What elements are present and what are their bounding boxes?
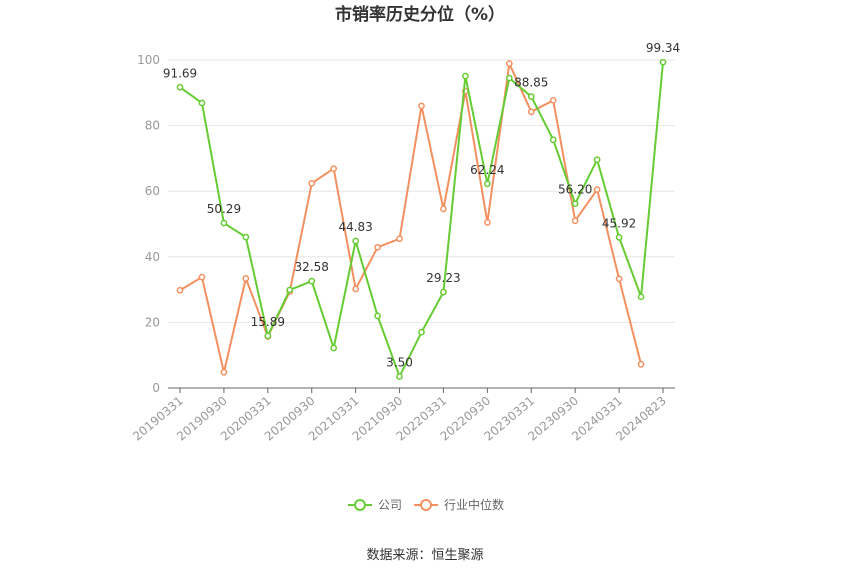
series-point-1 — [242, 275, 250, 282]
series-point-1 — [571, 217, 579, 225]
series-point-0 — [549, 136, 557, 144]
y-tick-label: 80 — [145, 119, 160, 133]
series-point-1 — [505, 60, 513, 67]
series-point-1 — [308, 179, 316, 187]
series-point-0 — [308, 277, 316, 285]
series-line-1 — [179, 60, 643, 373]
series-point-0 — [527, 93, 535, 100]
y-tick-label: 60 — [145, 184, 160, 198]
series-point-1 — [637, 361, 645, 368]
series-point-0 — [220, 219, 228, 227]
data-label: 15.89 — [251, 315, 285, 329]
legend-label[interactable]: 行业中位数 — [444, 497, 504, 512]
data-label: 3.50 — [386, 356, 413, 370]
series-point-0 — [396, 373, 403, 380]
series-point-0 — [462, 72, 469, 80]
y-tick-label: 40 — [145, 250, 160, 264]
series-point-1 — [527, 108, 535, 116]
series-point-0 — [637, 293, 645, 301]
data-labels: 91.69 50.29 15.89 32.58 44.83 3.50 29.23 62.24 8… — [163, 41, 680, 369]
y-tick-label: 20 — [145, 315, 160, 329]
series-point-0 — [352, 237, 359, 245]
legend: 公司 行业中位数 — [348, 497, 504, 512]
series-point-0 — [264, 332, 272, 340]
data-label: 56.20 — [558, 183, 592, 197]
chart-title: 市销率历史分位（%） — [335, 4, 505, 25]
series-point-0 — [505, 74, 513, 82]
series-point-0 — [615, 234, 623, 241]
series-layer — [176, 58, 667, 380]
series-point-0 — [440, 288, 447, 296]
series-point-0 — [484, 180, 491, 188]
y-tick-label: 0 — [152, 381, 160, 395]
data-label: 88.85 — [514, 76, 548, 90]
data-label: 32.58 — [295, 260, 329, 274]
series-point-0 — [242, 233, 250, 241]
series-point-1 — [374, 243, 381, 251]
series-point-0 — [571, 200, 579, 208]
series-point-1 — [198, 273, 206, 281]
series-point-0 — [176, 83, 184, 91]
series-point-0 — [330, 344, 338, 352]
series-point-1 — [418, 102, 425, 110]
series-point-0 — [418, 328, 425, 336]
series-point-1 — [330, 165, 338, 172]
grid — [168, 59, 675, 323]
series-point-0 — [659, 58, 667, 66]
axes: 0204060801002019033120190930202003312020… — [130, 53, 675, 444]
legend-swatch-marker — [420, 499, 432, 511]
series-point-1 — [396, 235, 403, 243]
series-point-1 — [352, 285, 359, 293]
data-label: 91.69 — [163, 66, 197, 80]
source-note: 数据来源：恒生聚源 — [366, 548, 483, 563]
series-point-0 — [374, 312, 381, 320]
series-point-0 — [198, 99, 206, 107]
legend-swatch-marker — [354, 499, 366, 511]
series-point-0 — [593, 156, 601, 164]
data-label: 50.29 — [207, 202, 241, 216]
y-tick-label: 100 — [137, 53, 160, 67]
data-label: 44.83 — [338, 220, 372, 234]
series-point-1 — [176, 286, 184, 294]
series-point-1 — [593, 186, 601, 193]
data-label: 45.92 — [602, 216, 636, 230]
series-point-1 — [549, 96, 557, 104]
series-point-1 — [440, 205, 447, 213]
series-point-0 — [286, 286, 294, 294]
series-point-1 — [484, 219, 491, 226]
data-label: 99.34 — [646, 41, 680, 55]
series-point-1 — [615, 275, 623, 283]
series-point-1 — [220, 368, 228, 376]
data-label: 29.23 — [426, 271, 460, 285]
data-label: 62.24 — [470, 163, 504, 177]
legend-label[interactable]: 公司 — [378, 498, 402, 512]
